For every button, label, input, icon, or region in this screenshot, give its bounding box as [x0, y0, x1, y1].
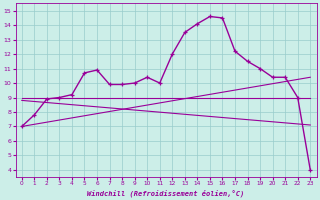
- X-axis label: Windchill (Refroidissement éolien,°C): Windchill (Refroidissement éolien,°C): [87, 189, 245, 197]
